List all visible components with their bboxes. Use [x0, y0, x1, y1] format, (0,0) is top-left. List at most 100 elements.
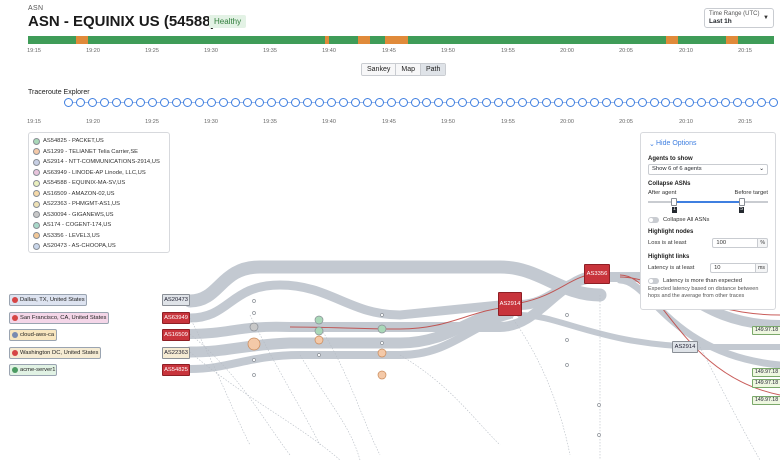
- traceroute-point[interactable]: [613, 98, 623, 107]
- traceroute-point[interactable]: [398, 98, 408, 107]
- hop-node[interactable]: [252, 299, 256, 303]
- traceroute-point[interactable]: [195, 98, 205, 107]
- hop-node[interactable]: [597, 403, 601, 407]
- agent-dallas-tx-united-states[interactable]: Dallas, TX, United States: [9, 294, 87, 306]
- agent-asn-node[interactable]: AS63949: [162, 312, 190, 324]
- hop-node[interactable]: [565, 313, 569, 317]
- hop-node[interactable]: [377, 348, 387, 358]
- traceroute-point[interactable]: [697, 98, 707, 107]
- traceroute-point[interactable]: [171, 98, 181, 107]
- hop-node[interactable]: [314, 315, 324, 325]
- traceroute-point[interactable]: [470, 98, 480, 107]
- view-tab-map[interactable]: Map: [396, 64, 421, 75]
- status-segment-warning[interactable]: [76, 36, 89, 44]
- traceroute-point[interactable]: [494, 98, 504, 107]
- traceroute-point[interactable]: [530, 98, 540, 107]
- hop-node[interactable]: [317, 353, 321, 357]
- hop-node[interactable]: [377, 370, 387, 380]
- status-segment-healthy[interactable]: [88, 36, 325, 44]
- agent-asn-node[interactable]: AS20473: [162, 294, 190, 306]
- loss-input[interactable]: 100: [712, 238, 759, 248]
- traceroute-point[interactable]: [541, 98, 551, 107]
- traceroute-point[interactable]: [147, 98, 157, 107]
- traceroute-point[interactable]: [135, 98, 145, 107]
- status-segment-warning[interactable]: [324, 36, 329, 44]
- collapse-slider[interactable]: 1 5: [648, 198, 768, 213]
- traceroute-point[interactable]: [374, 98, 384, 107]
- agents-select[interactable]: Show 6 of 6 agents ⌄: [648, 164, 768, 175]
- traceroute-point[interactable]: [267, 98, 277, 107]
- hop-node[interactable]: [380, 313, 384, 317]
- view-tab-path[interactable]: Path: [420, 64, 446, 75]
- traceroute-point[interactable]: [458, 98, 468, 107]
- traceroute-point[interactable]: [589, 98, 599, 107]
- collapse-all-toggle[interactable]: [648, 217, 659, 223]
- traceroute-point[interactable]: [637, 98, 647, 107]
- traceroute-point[interactable]: [159, 98, 169, 107]
- traceroute-point[interactable]: [733, 98, 743, 107]
- traceroute-point[interactable]: [64, 98, 73, 107]
- latency-input[interactable]: 10: [710, 263, 757, 273]
- hop-node[interactable]: [565, 338, 569, 342]
- hop-node[interactable]: [252, 311, 256, 315]
- status-segment-warning[interactable]: [666, 36, 679, 44]
- status-segment-warning[interactable]: [358, 36, 371, 44]
- traceroute-point[interactable]: [87, 98, 97, 107]
- status-segment-warning[interactable]: [385, 36, 409, 44]
- traceroute-point[interactable]: [99, 98, 109, 107]
- traceroute-point[interactable]: [362, 98, 372, 107]
- traceroute-point[interactable]: [338, 98, 348, 107]
- hop-node[interactable]: [252, 373, 256, 377]
- traceroute-point[interactable]: [75, 98, 85, 107]
- ip-node[interactable]: 149.97.18: [752, 326, 780, 335]
- hop-node[interactable]: [314, 326, 324, 336]
- traceroute-point[interactable]: [219, 98, 229, 107]
- hop-node[interactable]: [597, 433, 601, 437]
- traceroute-point[interactable]: [255, 98, 265, 107]
- traceroute-point[interactable]: [386, 98, 396, 107]
- traceroute-point[interactable]: [721, 98, 731, 107]
- traceroute-point[interactable]: [577, 98, 587, 107]
- view-tab-sankey[interactable]: Sankey: [362, 64, 397, 75]
- traceroute-point[interactable]: [410, 98, 420, 107]
- agent-asn-node[interactable]: AS22363: [162, 347, 190, 359]
- traceroute-point[interactable]: [769, 98, 778, 107]
- traceroute-point[interactable]: [291, 98, 301, 107]
- breadcrumb[interactable]: ASN: [28, 5, 44, 12]
- hop-node[interactable]: [565, 363, 569, 367]
- status-segment-healthy[interactable]: [370, 36, 386, 44]
- asn-node-ntt-secondary[interactable]: AS2914: [672, 341, 698, 353]
- traceroute-point[interactable]: [111, 98, 121, 107]
- agent-asn-node[interactable]: AS16509: [162, 329, 190, 341]
- hop-node[interactable]: [252, 358, 256, 362]
- traceroute-point[interactable]: [685, 98, 695, 107]
- agent-acme-server1[interactable]: acme-server1: [9, 364, 57, 376]
- traceroute-point[interactable]: [302, 98, 312, 107]
- traceroute-point[interactable]: [482, 98, 492, 107]
- slider-handle-left[interactable]: [671, 198, 677, 206]
- traceroute-point[interactable]: [350, 98, 360, 107]
- status-segment-healthy[interactable]: [738, 36, 774, 44]
- traceroute-point[interactable]: [207, 98, 217, 107]
- traceroute-point[interactable]: [553, 98, 563, 107]
- ip-node[interactable]: 149.97.18: [752, 396, 780, 405]
- ip-node[interactable]: 149.97.18: [752, 368, 780, 377]
- agent-washington-dc-united-states[interactable]: Washington DC, United States: [9, 347, 101, 359]
- status-segment-healthy[interactable]: [28, 36, 77, 44]
- status-timeline[interactable]: [28, 36, 774, 44]
- status-segment-warning[interactable]: [726, 36, 739, 44]
- traceroute-point[interactable]: [649, 98, 659, 107]
- status-segment-healthy[interactable]: [328, 36, 359, 44]
- status-segment-healthy[interactable]: [408, 36, 667, 44]
- traceroute-point[interactable]: [565, 98, 575, 107]
- traceroute-point[interactable]: [625, 98, 635, 107]
- slider-handle-right[interactable]: [739, 198, 745, 206]
- latency-expected-toggle[interactable]: [648, 278, 659, 284]
- traceroute-point[interactable]: [314, 98, 324, 107]
- traceroute-point[interactable]: [183, 98, 193, 107]
- traceroute-point[interactable]: [601, 98, 611, 107]
- traceroute-point[interactable]: [709, 98, 719, 107]
- traceroute-point[interactable]: [673, 98, 683, 107]
- hop-node[interactable]: [377, 324, 387, 334]
- status-segment-healthy[interactable]: [678, 36, 727, 44]
